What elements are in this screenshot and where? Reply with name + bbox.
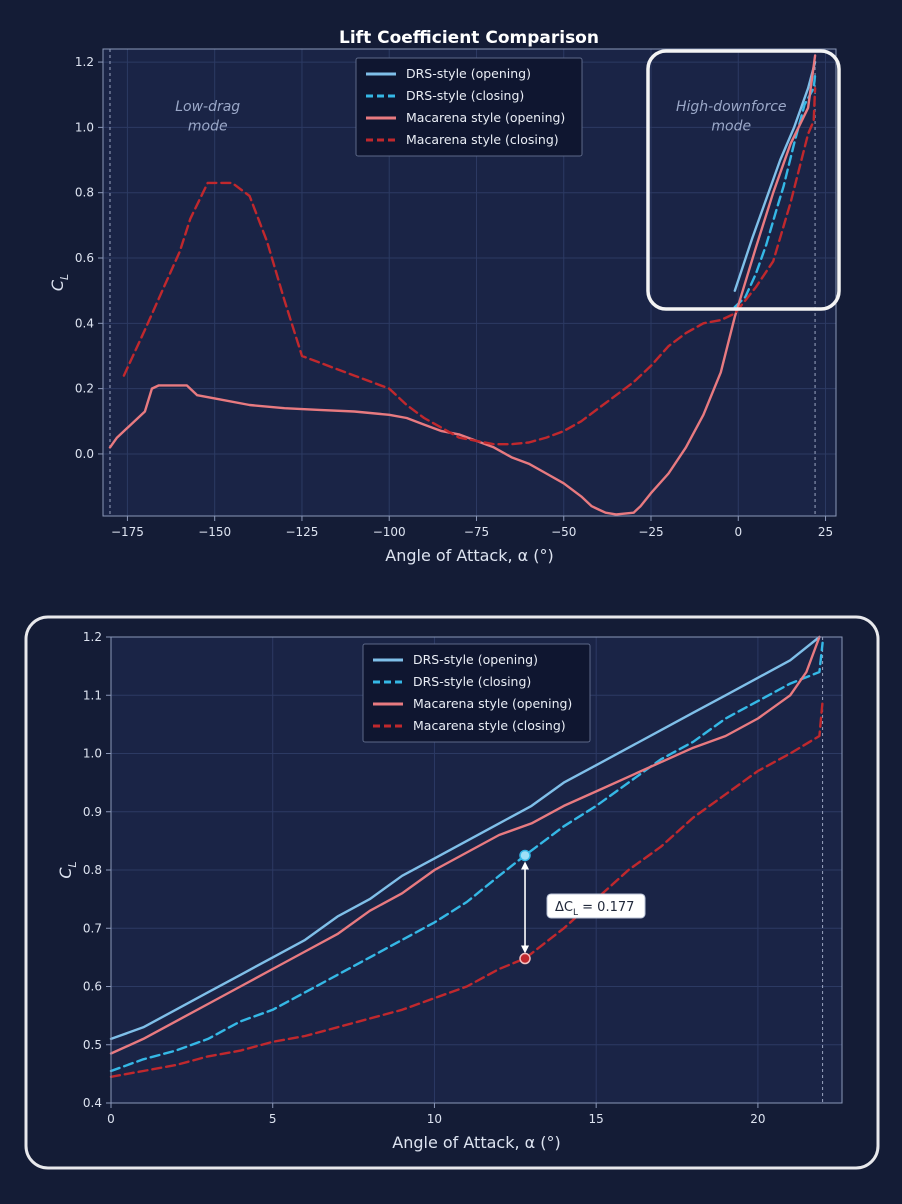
y-tick-label: 1.2	[75, 55, 94, 69]
y-tick-label: 0.5	[83, 1038, 102, 1052]
mode-annotation: Low-drag	[175, 99, 240, 115]
y-tick-label: 0.8	[83, 863, 102, 877]
x-tick-label: −75	[464, 525, 489, 539]
y-axis-label-subscript: L	[58, 274, 71, 280]
mode-annotation: mode	[188, 119, 228, 135]
y-tick-label: 0.0	[75, 447, 94, 461]
delta-label-subscript: L	[573, 908, 578, 918]
x-tick-label: 0	[734, 525, 742, 539]
y-tick-label: 0.6	[83, 980, 102, 994]
legend-label-2: DRS-style (closing)	[413, 674, 531, 689]
legend: DRS-style (opening) DRS-style (closing) Ma…	[362, 643, 591, 743]
x-tick-label: −175	[111, 525, 144, 539]
y-tick-label: 0.4	[75, 316, 94, 330]
delta-arrow-head-down	[521, 945, 530, 954]
y-axis-label: CL	[56, 861, 79, 878]
delta-point-drs	[519, 849, 531, 862]
y-tick-label: 1.0	[75, 120, 94, 134]
y-axis-label-subscript: L	[66, 861, 79, 867]
x-tick-label: 25	[818, 525, 833, 539]
y-axis-label-main: C	[48, 279, 67, 291]
delta-label-value: = 0.177	[578, 900, 634, 915]
delta-arrow-head-up	[521, 861, 530, 870]
series-line-3	[108, 54, 817, 516]
series-line-3	[109, 635, 821, 1055]
legend-label-3: Macarena style (opening)	[406, 110, 565, 125]
x-tick-label: 15	[589, 1112, 604, 1126]
x-tick-label: −100	[373, 525, 406, 539]
y-tick-label: 1.0	[83, 747, 102, 761]
legend-label-2: DRS-style (closing)	[406, 88, 524, 103]
y-tick-label: 0.8	[75, 186, 94, 200]
y-tick-label: 1.2	[83, 630, 102, 644]
series-line-4	[109, 699, 824, 1078]
series-line-4	[122, 87, 817, 446]
legend-label-3: Macarena style (opening)	[413, 696, 572, 711]
overview-chart: Low-drag mode High-downforce mode −175 −150 −1…	[48, 48, 837, 565]
x-tick-label: −150	[198, 525, 231, 539]
x-axis-label: Angle of Attack, α (°)	[385, 546, 554, 565]
y-axis-label-main: C	[56, 867, 75, 879]
y-axis-label: CL	[48, 274, 71, 291]
y-tick-label: 0.9	[83, 805, 102, 819]
y-tick-label: 0.7	[83, 921, 102, 935]
delta-label-main: ΔC	[555, 900, 573, 915]
legend-box	[362, 643, 591, 743]
zoom-highlight-box	[646, 49, 841, 311]
chart-title: Lift Coefficient Comparison	[339, 28, 599, 48]
x-tick-label: 5	[269, 1112, 277, 1126]
zoomed-chart: 0 5 10 15 20 0.4 0.5 0.6 0.7 0.8 0.9 1.0 1.1 1.2 Angle…	[56, 630, 843, 1152]
legend-label-1: DRS-style (opening)	[406, 66, 531, 81]
x-tick-label: −125	[285, 525, 318, 539]
delta-label: ΔCL = 0.177	[555, 900, 634, 918]
x-tick-label: 10	[427, 1112, 442, 1126]
axes-frame	[102, 48, 837, 517]
x-tick-label: 0	[107, 1112, 115, 1126]
y-tick-label: 0.2	[75, 382, 94, 396]
legend-label-4: Macarena style (closing)	[413, 718, 566, 733]
legend-box	[355, 57, 583, 157]
delta-point-macarena	[519, 952, 531, 965]
x-tick-label: −25	[638, 525, 663, 539]
y-tick-label: 0.6	[75, 251, 94, 265]
legend-label-1: DRS-style (opening)	[413, 652, 538, 667]
x-tick-label: −50	[551, 525, 576, 539]
legend-label-4: Macarena style (closing)	[406, 132, 559, 147]
x-tick-label: 20	[750, 1112, 765, 1126]
x-axis-label: Angle of Attack, α (°)	[392, 1133, 561, 1152]
delta-label-box	[546, 893, 646, 919]
mode-annotation: mode	[711, 119, 751, 135]
legend: DRS-style (opening) DRS-style (closing) Ma…	[355, 57, 583, 157]
series-line-1	[733, 60, 817, 292]
y-tick-label: 1.1	[83, 688, 102, 702]
y-tick-label: 0.4	[83, 1096, 102, 1110]
series-line-2	[109, 641, 824, 1073]
zoom-panel-frame	[24, 615, 880, 1170]
mode-annotation: High-downforce	[676, 99, 787, 115]
series-line-1	[109, 635, 821, 1041]
